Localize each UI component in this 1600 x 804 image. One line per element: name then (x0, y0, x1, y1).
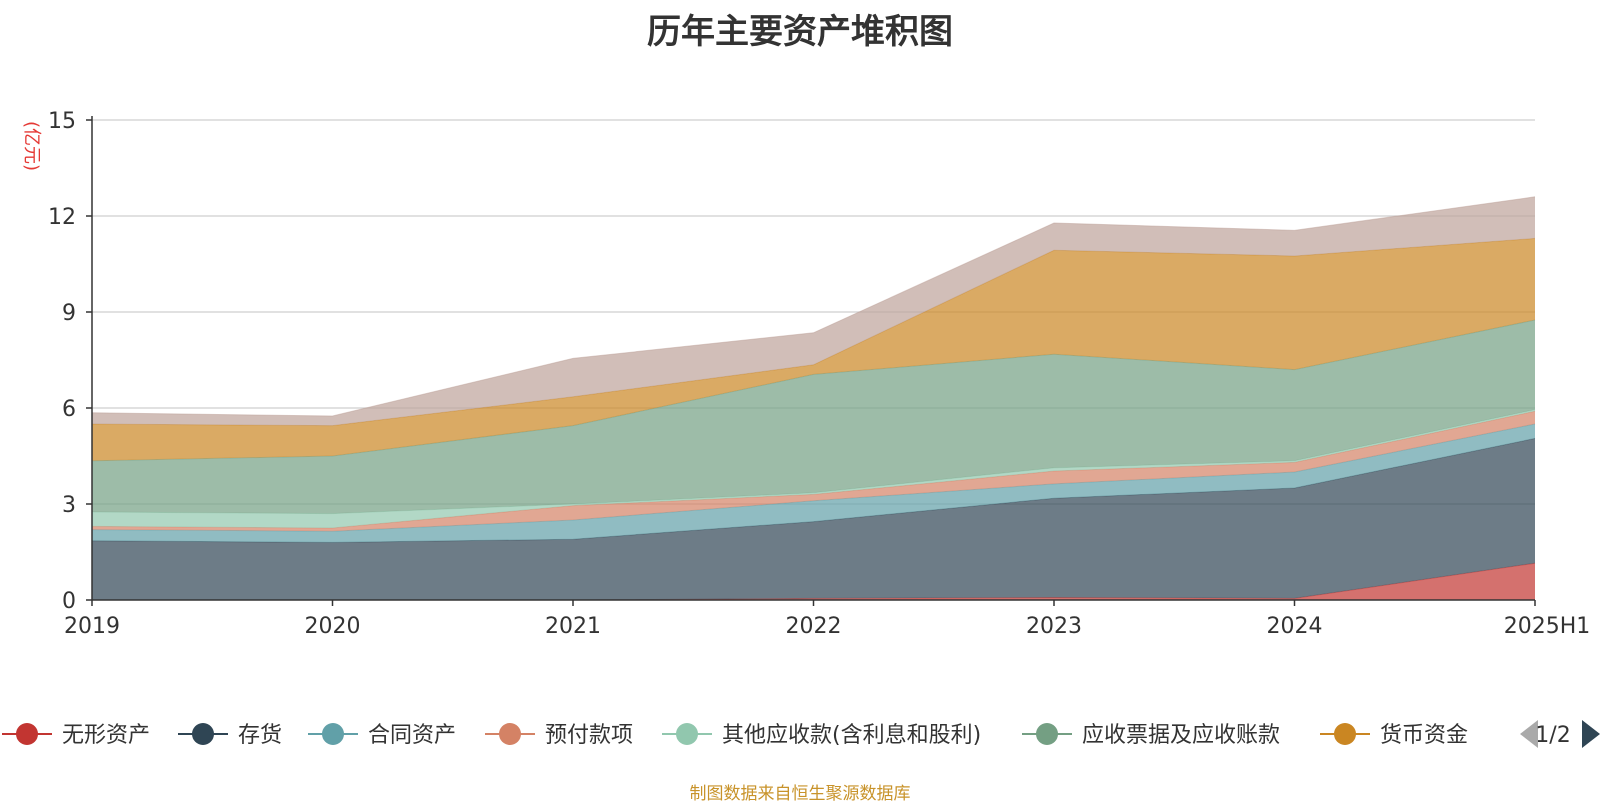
y-tick-label: 12 (48, 205, 76, 230)
legend-item-5[interactable]: 应收票据及应收账款 (1022, 723, 1280, 748)
legend-item-3[interactable]: 预付款项 (485, 723, 633, 748)
legend-item-2[interactable]: 合同资产 (308, 723, 456, 748)
legend-label: 无形资产 (62, 723, 150, 748)
area-series-7[interactable] (92, 196, 1535, 426)
x-tick-label: 2020 (305, 614, 361, 639)
area-series-0[interactable] (92, 563, 1535, 600)
legend-label: 合同资产 (368, 723, 456, 748)
legend-marker-icon (16, 723, 38, 745)
area-series-4[interactable] (92, 409, 1535, 528)
legend-item-4[interactable]: 其他应收款(含利息和股利) (662, 723, 981, 748)
x-tick-label: 2019 (64, 614, 120, 639)
pager-prev-icon[interactable] (1520, 720, 1538, 748)
y-axis-unit-label: (亿元) (21, 121, 42, 171)
x-tick-label: 2023 (1026, 614, 1082, 639)
y-tick-label: 9 (62, 301, 76, 326)
legend-marker-icon (676, 723, 698, 745)
area-series-5[interactable] (92, 320, 1535, 514)
legend-label: 其他应收款(含利息和股利) (722, 723, 981, 748)
data-source-note: 制图数据来自恒生聚源数据库 (689, 784, 911, 804)
axes: 0 3 6 9 12 15 2019 2020 2021 2022 2023 2024 2025H1 (亿… (21, 109, 1590, 639)
legend-marker-icon (1334, 723, 1356, 745)
legend-marker-icon (322, 723, 344, 745)
area-series-1[interactable] (92, 438, 1535, 600)
y-tick-label: 6 (62, 397, 76, 422)
area-series-layer (91, 196, 1536, 601)
pager-label: 1/2 (1535, 723, 1570, 748)
legend-marker-icon (499, 723, 521, 745)
series-line-7 (91, 196, 1536, 417)
x-tick-label: 2021 (545, 614, 601, 639)
legend-item-1[interactable]: 存货 (178, 723, 282, 748)
area-series-3[interactable] (92, 411, 1535, 532)
chart-title: 历年主要资产堆积图 (647, 12, 953, 52)
legend-item-0[interactable]: 无形资产 (2, 723, 150, 748)
pager-next-icon[interactable] (1582, 720, 1600, 748)
legend-label: 存货 (238, 723, 282, 748)
legend-pager[interactable]: 1/2 (1520, 720, 1600, 748)
legend-label: 货币资金 (1380, 723, 1468, 748)
y-tick-label: 15 (48, 109, 76, 134)
x-tick-label: 2025H1 (1504, 614, 1591, 639)
legend[interactable]: 无形资产 存货 合同资产 预付款项 其他应收款(含利息和股利) 应收票据及应收账款 货币资金 (2, 723, 1468, 748)
legend-marker-icon (192, 723, 214, 745)
x-tick-label: 2024 (1267, 614, 1323, 639)
area-series-6[interactable] (92, 238, 1535, 461)
y-tick-label: 3 (62, 493, 76, 518)
legend-label: 应收票据及应收账款 (1082, 723, 1280, 748)
legend-item-6[interactable]: 货币资金 (1320, 723, 1468, 748)
legend-label: 预付款项 (545, 723, 633, 748)
x-tick-label: 2022 (786, 614, 842, 639)
y-tick-label: 0 (62, 589, 76, 614)
legend-marker-icon (1036, 723, 1058, 745)
